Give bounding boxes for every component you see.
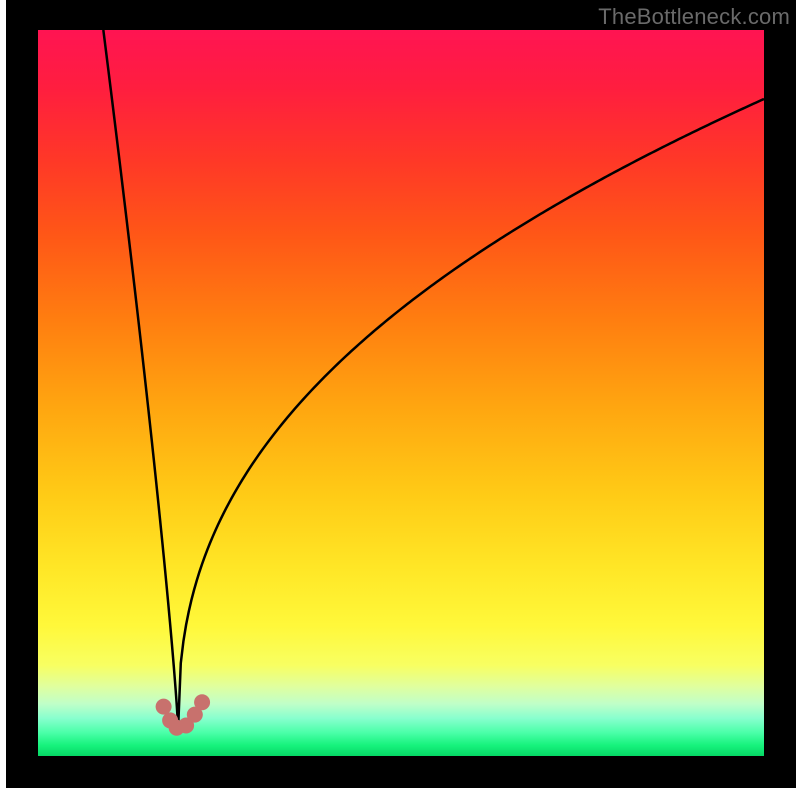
bottleneck-marker (194, 694, 210, 710)
bottleneck-marker (156, 699, 172, 715)
watermark-text: TheBottleneck.com (598, 4, 790, 30)
bottleneck-chart (0, 0, 800, 800)
chart-stage: TheBottleneck.com (0, 0, 800, 800)
